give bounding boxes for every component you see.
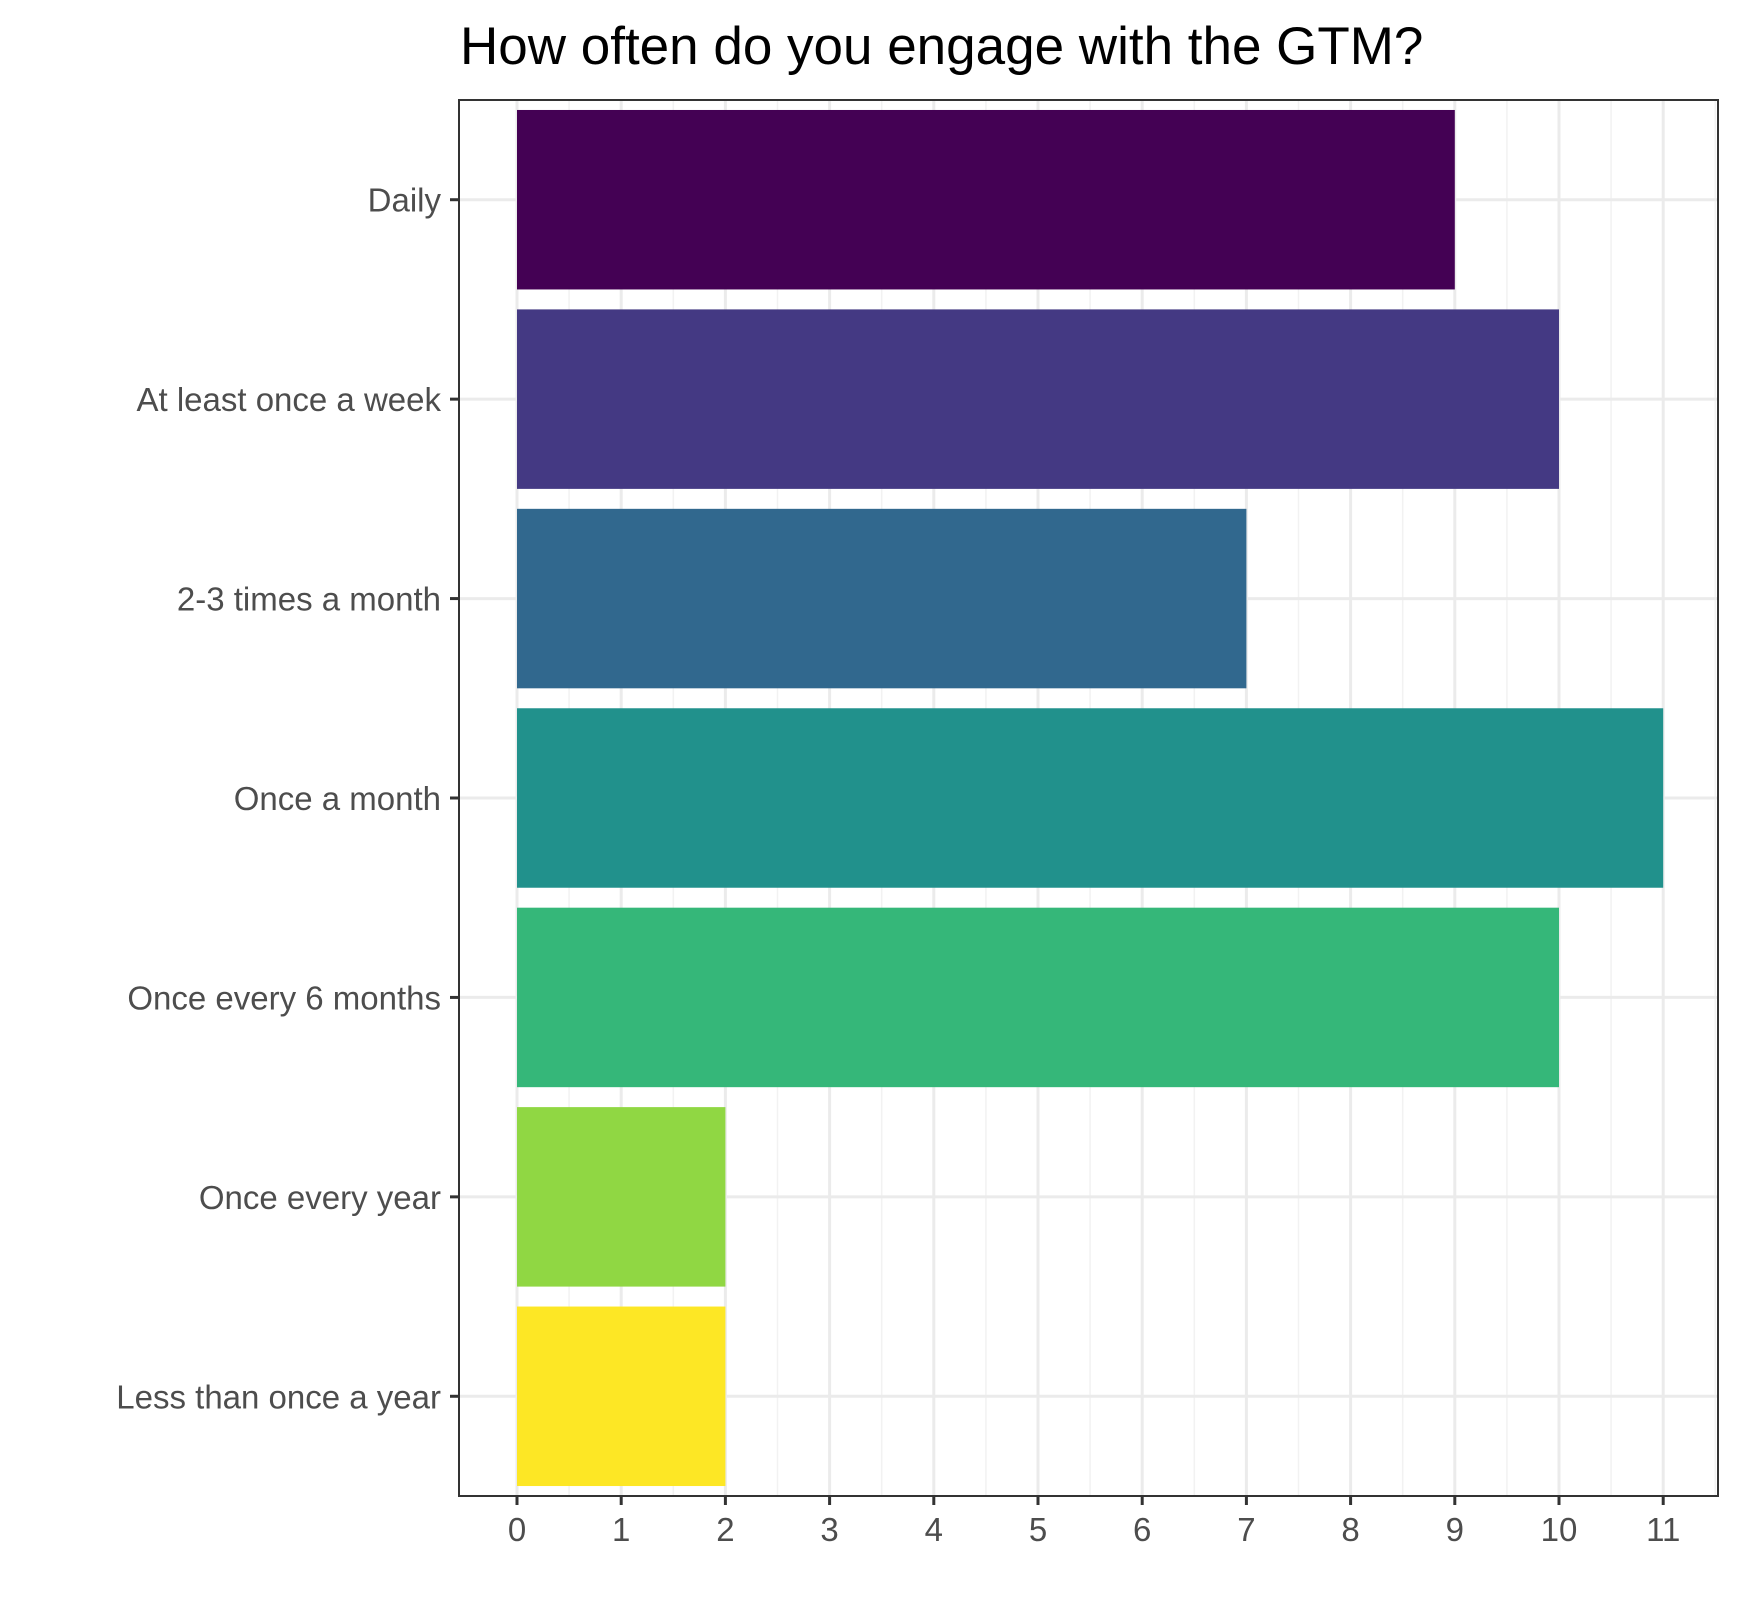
x-tick-label: 7 bbox=[1237, 1511, 1255, 1548]
bars bbox=[517, 109, 1664, 1487]
bar bbox=[517, 309, 1559, 489]
x-tick-label: 6 bbox=[1133, 1511, 1151, 1548]
x-tick-label: 4 bbox=[925, 1511, 943, 1548]
x-tick-label: 5 bbox=[1029, 1511, 1047, 1548]
bar bbox=[517, 1107, 726, 1287]
bar bbox=[517, 1306, 726, 1487]
y-axis: Daily At least once a week 2-3 times a mon… bbox=[116, 182, 459, 1415]
x-tick-label: 8 bbox=[1341, 1511, 1359, 1548]
category-label: Once every 6 months bbox=[127, 979, 441, 1016]
x-tick-label: 11 bbox=[1646, 1511, 1680, 1548]
x-tick-label: 9 bbox=[1446, 1511, 1464, 1548]
category-label: Once a month bbox=[234, 780, 441, 817]
category-label: Daily bbox=[368, 182, 442, 219]
category-label: 2-3 times a month bbox=[177, 581, 441, 618]
chart-title: How often do you engage with the GTM? bbox=[460, 17, 1423, 76]
category-label: Once every year bbox=[199, 1179, 441, 1216]
x-tick-label: 1 bbox=[612, 1511, 630, 1548]
bar bbox=[517, 109, 1455, 290]
bar bbox=[517, 708, 1664, 888]
x-axis: 0 1 2 3 4 5 6 7 8 9 10 11 bbox=[508, 1496, 1680, 1548]
bar bbox=[517, 508, 1247, 689]
category-label: At least once a week bbox=[136, 381, 441, 418]
category-label: Less than once a year bbox=[116, 1378, 441, 1415]
x-tick-label: 10 bbox=[1541, 1511, 1578, 1548]
x-tick-label: 2 bbox=[716, 1511, 734, 1548]
x-tick-label: 3 bbox=[820, 1511, 838, 1548]
x-tick-label: 0 bbox=[508, 1511, 526, 1548]
bar bbox=[517, 907, 1559, 1088]
